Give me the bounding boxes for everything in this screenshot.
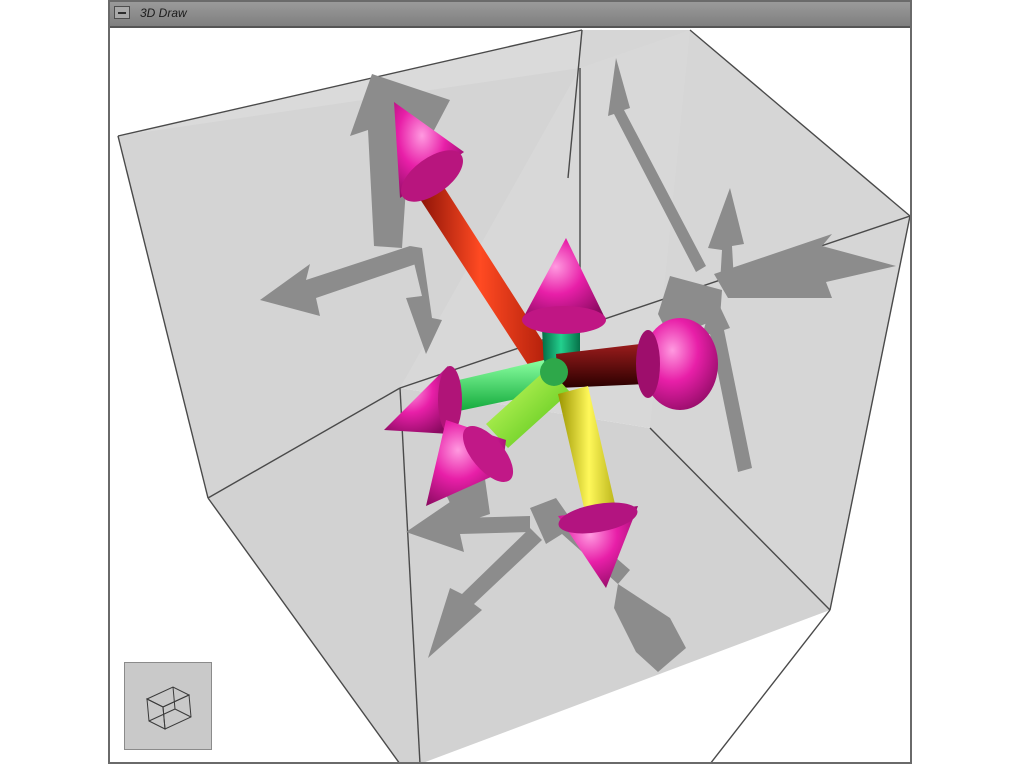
- cube-face-bottom: [208, 388, 830, 762]
- shadow-right-wall: [608, 58, 896, 472]
- lime-arrow[interactable]: [426, 368, 570, 506]
- teal-arrow[interactable]: [522, 238, 606, 368]
- yellow-arrow-cone-base: [558, 502, 638, 534]
- yellow-arrow[interactable]: [556, 386, 640, 588]
- center-joint: [540, 358, 568, 386]
- red-arrow[interactable]: [392, 102, 556, 374]
- lime-arrow-cone-base: [462, 425, 514, 483]
- green-arrow-cone-base: [438, 366, 462, 434]
- red-arrow-shaft: [418, 184, 556, 374]
- title-bar[interactable]: 3D Draw: [110, 2, 910, 28]
- 3d-viewport[interactable]: [110, 28, 910, 762]
- cube-face-fill-mid: [400, 30, 690, 428]
- teal-arrow-cone: [522, 238, 606, 320]
- window-menu-icon[interactable]: [114, 6, 130, 19]
- orientation-cube-glyph: [145, 686, 192, 730]
- cube-edges: [117, 29, 910, 762]
- red-arrow-cone-base: [401, 150, 463, 202]
- green-arrow-shaft: [450, 360, 550, 412]
- maroon-arrow-shaft: [556, 344, 646, 388]
- orientation-cube-icon[interactable]: [124, 662, 212, 750]
- maroon-arrow-cone: [642, 318, 718, 410]
- green-arrow[interactable]: [384, 360, 550, 434]
- 3d-draw-window: 3D Draw: [108, 0, 912, 764]
- window-title: 3D Draw: [140, 6, 187, 20]
- scene-canvas[interactable]: [110, 28, 910, 762]
- menu-bar-glyph: [118, 12, 126, 14]
- teal-arrow-cone-base: [522, 306, 606, 334]
- yellow-arrow-shaft: [558, 386, 620, 534]
- maroon-arrow[interactable]: [556, 318, 718, 410]
- green-arrow-cone: [384, 366, 450, 434]
- lime-arrow-shaft: [486, 368, 570, 448]
- maroon-arrow-cone-base: [636, 330, 660, 398]
